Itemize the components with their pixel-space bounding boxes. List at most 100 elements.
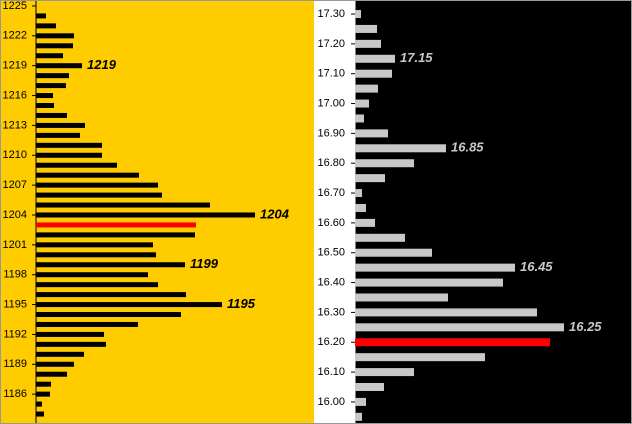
bar (355, 248, 432, 257)
bar (36, 361, 74, 367)
bar (355, 159, 414, 168)
y-tick-label: 16.20 (317, 336, 345, 348)
annotation: 1199 (190, 256, 219, 271)
bar (355, 293, 448, 302)
bar (355, 338, 550, 347)
bar (36, 381, 51, 387)
y-tick-label: 1204 (3, 209, 27, 221)
annotation: 16.85 (451, 140, 484, 155)
y-tick-label: 1219 (3, 60, 27, 72)
bar (355, 24, 377, 33)
bar (36, 112, 67, 118)
bar (36, 162, 117, 168)
bar (36, 73, 69, 79)
annotation: 17.15 (400, 50, 433, 65)
bar (355, 323, 564, 332)
y-tick-label: 1207 (3, 179, 27, 191)
bar (36, 331, 104, 337)
y-tick-label: 1198 (3, 269, 27, 281)
y-tick-label: 17.20 (317, 38, 345, 50)
bar (36, 122, 85, 128)
bar (36, 23, 56, 29)
bar (36, 401, 42, 407)
bar (355, 233, 405, 242)
bar (36, 312, 181, 318)
bar (36, 142, 102, 148)
bar (355, 308, 537, 317)
bar (36, 53, 63, 59)
bar (36, 262, 185, 268)
y-tick-label: 16.60 (317, 217, 345, 229)
bar (36, 282, 158, 288)
bar (355, 144, 446, 153)
bar (36, 242, 153, 248)
bar (36, 371, 67, 377)
bar (36, 13, 46, 19)
bar (36, 222, 196, 228)
bar (355, 263, 515, 272)
y-tick-label: 1216 (3, 89, 27, 101)
y-tick-label: 16.30 (317, 306, 345, 318)
bar (355, 69, 392, 78)
bar (355, 174, 385, 183)
bar (36, 302, 222, 308)
y-tick-label: 16.00 (317, 396, 345, 408)
bar (355, 99, 369, 108)
bar (36, 132, 80, 138)
bar (355, 203, 366, 212)
bar (36, 192, 162, 198)
annotation: 1195 (227, 296, 256, 311)
bar (36, 232, 195, 238)
bar (355, 39, 381, 48)
bar (36, 391, 50, 397)
bar (355, 397, 366, 406)
bar (36, 182, 158, 188)
bar (36, 272, 148, 278)
y-tick-label: 16.80 (317, 157, 345, 169)
bar (36, 351, 84, 357)
bar (355, 129, 388, 138)
bar (355, 278, 503, 287)
bar (36, 321, 138, 327)
y-tick-label: 16.50 (317, 247, 345, 259)
bar (36, 212, 255, 218)
bar (355, 10, 361, 19)
bar (355, 368, 414, 377)
y-tick-label: 17.30 (317, 8, 345, 20)
y-tick-label: 16.40 (317, 276, 345, 288)
y-tick-label: 17.00 (317, 97, 345, 109)
bar (36, 292, 186, 298)
bar (355, 189, 362, 198)
y-tick-label: 16.90 (317, 127, 345, 139)
annotation: 16.25 (569, 319, 602, 334)
bar (36, 33, 74, 39)
y-tick-label: 1189 (3, 358, 27, 370)
bar (355, 412, 362, 421)
y-tick-label: 1225 (3, 0, 27, 12)
bar (36, 152, 102, 158)
y-tick-label: 1210 (3, 149, 27, 161)
bar (355, 114, 364, 123)
bar (355, 383, 384, 392)
bar (36, 172, 139, 178)
bar (36, 93, 53, 99)
y-tick-label: 17.10 (317, 68, 345, 80)
y-tick-label: 1186 (3, 388, 27, 400)
bar (355, 54, 395, 63)
annotation: 1204 (260, 206, 290, 221)
annotation: 1219 (87, 57, 117, 72)
y-tick-label: 1222 (3, 30, 27, 42)
y-tick-label: 16.10 (317, 366, 345, 378)
bar (36, 341, 106, 347)
y-tick-label: 1201 (3, 239, 27, 251)
y-tick-label: 1213 (3, 119, 27, 131)
bar (36, 43, 73, 49)
y-tick-label: 1192 (3, 328, 27, 340)
y-tick-label: 1195 (3, 298, 27, 310)
bar (355, 218, 375, 227)
bar (36, 252, 156, 258)
bar (36, 63, 82, 69)
bar (36, 83, 66, 89)
bar (36, 411, 44, 417)
